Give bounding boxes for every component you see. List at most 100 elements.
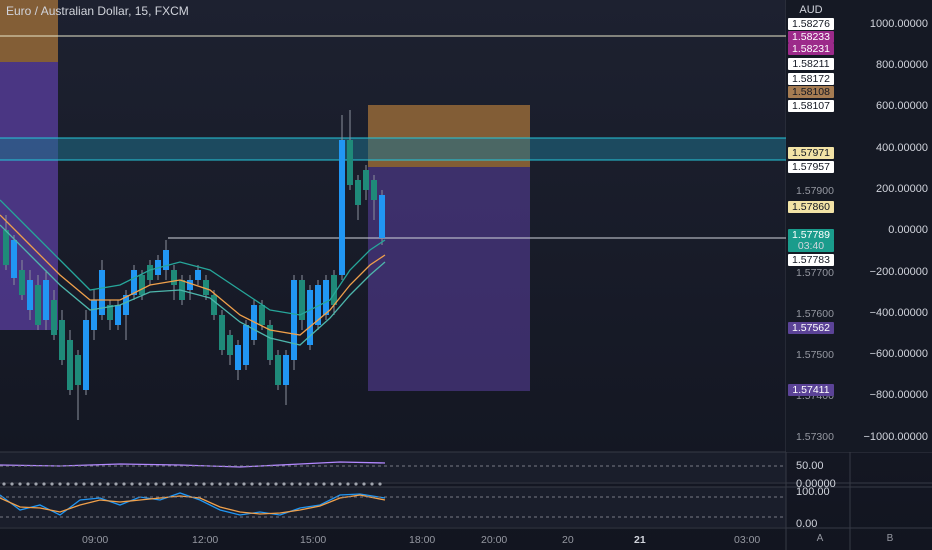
indicator-tick: 0.00000 xyxy=(888,224,928,236)
auto-scale-button[interactable]: A xyxy=(816,533,824,544)
candle-body xyxy=(235,345,241,370)
candle-body xyxy=(83,320,89,390)
signal-dot xyxy=(226,482,230,486)
ema-line xyxy=(0,224,386,346)
candle-body xyxy=(275,355,281,385)
time-tick: 20 xyxy=(562,534,574,546)
time-tick: 21 xyxy=(634,534,646,546)
candle-body xyxy=(99,270,105,315)
signal-dot xyxy=(274,482,278,486)
signal-dot xyxy=(242,482,246,486)
candle-body xyxy=(43,280,49,320)
signal-dot xyxy=(50,482,54,486)
b-button[interactable]: B xyxy=(886,533,894,544)
time-tick: 09:00 xyxy=(82,534,109,546)
candle-body xyxy=(59,320,65,360)
indicator-tick: 400.00000 xyxy=(876,142,928,154)
candle-body xyxy=(355,180,361,205)
bar-countdown: 03:40 xyxy=(788,240,834,252)
indicator-tick: 800.00000 xyxy=(876,59,928,71)
time-tick: 20:00 xyxy=(481,534,508,546)
signal-dot xyxy=(194,482,198,486)
stoch-d-line xyxy=(0,494,386,515)
price-tick: 1.57600 xyxy=(796,308,834,320)
candle-body xyxy=(187,280,193,290)
candle-body xyxy=(347,140,353,185)
candle-body xyxy=(379,195,385,238)
time-tick: 12:00 xyxy=(192,534,219,546)
candle-body xyxy=(267,325,273,360)
signal-dot xyxy=(34,482,38,486)
time-tick: 18:00 xyxy=(409,534,436,546)
zone-box xyxy=(0,0,58,62)
signal-dot xyxy=(210,482,214,486)
signal-dot xyxy=(10,482,14,486)
candle-body xyxy=(171,270,177,285)
candle-body xyxy=(67,340,73,390)
symbol-title[interactable]: Euro / Australian Dollar, 15, FXCM xyxy=(6,4,189,18)
price-label: 1.57971 xyxy=(788,147,834,159)
time-tick: 15:00 xyxy=(300,534,327,546)
price-label: 1.57860 xyxy=(788,201,834,213)
price-label: 1.58107 xyxy=(788,100,834,112)
currency-label[interactable]: AUD xyxy=(799,4,823,16)
signal-dot xyxy=(266,482,270,486)
candle-body xyxy=(243,325,249,365)
signal-dot xyxy=(58,482,62,486)
candle-body xyxy=(259,305,265,325)
signal-dot xyxy=(322,482,326,486)
signal-dot xyxy=(146,482,150,486)
candle-body xyxy=(75,355,81,385)
price-tick: 1.57700 xyxy=(796,267,834,279)
candle-body xyxy=(315,285,321,325)
price-label: 1.58233 xyxy=(788,31,834,43)
signal-dot xyxy=(90,482,94,486)
signal-dot xyxy=(106,482,110,486)
indicator-tick: −800.00000 xyxy=(869,389,928,401)
candle-body xyxy=(107,305,113,320)
indicator-tick: −200.00000 xyxy=(869,266,928,278)
signal-dot xyxy=(130,482,134,486)
price-label: 1.57411 xyxy=(788,384,834,396)
signal-dot xyxy=(98,482,102,486)
ema-line xyxy=(0,214,386,336)
candle-body xyxy=(219,315,225,350)
candle-body xyxy=(307,290,313,345)
signal-dot xyxy=(306,482,310,486)
candle-body xyxy=(323,280,329,315)
price-tick: 1.57900 xyxy=(796,185,834,197)
candle-body xyxy=(227,335,233,355)
signal-dot xyxy=(138,482,142,486)
signal-dot xyxy=(362,482,366,486)
signal-dot xyxy=(282,482,286,486)
candle-body xyxy=(115,305,121,325)
candle-body xyxy=(3,230,9,265)
price-label: 1.58108 xyxy=(788,86,834,98)
signal-dot xyxy=(378,482,382,486)
candle-body xyxy=(339,140,345,275)
candle-body xyxy=(147,265,153,280)
rsi-zero: 0.00000 xyxy=(796,478,836,490)
stoch-panel-bg xyxy=(0,487,786,527)
candle-body xyxy=(123,295,129,315)
signal-dot xyxy=(42,482,46,486)
candle-body xyxy=(91,300,97,330)
indicator-tick: −600.00000 xyxy=(869,348,928,360)
candle-body xyxy=(131,270,137,295)
signal-dot xyxy=(186,482,190,486)
price-label: 1.58211 xyxy=(788,58,834,70)
signal-dot xyxy=(2,482,6,486)
zone-box xyxy=(368,167,530,391)
ema-line xyxy=(0,199,386,316)
candle-body xyxy=(163,250,169,270)
candle-body xyxy=(331,275,337,305)
price-label: 1.57783 xyxy=(788,254,834,266)
signal-dot xyxy=(66,482,70,486)
signal-dot xyxy=(74,482,78,486)
price-label: 1.57957 xyxy=(788,161,834,173)
signal-dot xyxy=(218,482,222,486)
signal-dot xyxy=(370,482,374,486)
signal-dot xyxy=(346,482,350,486)
